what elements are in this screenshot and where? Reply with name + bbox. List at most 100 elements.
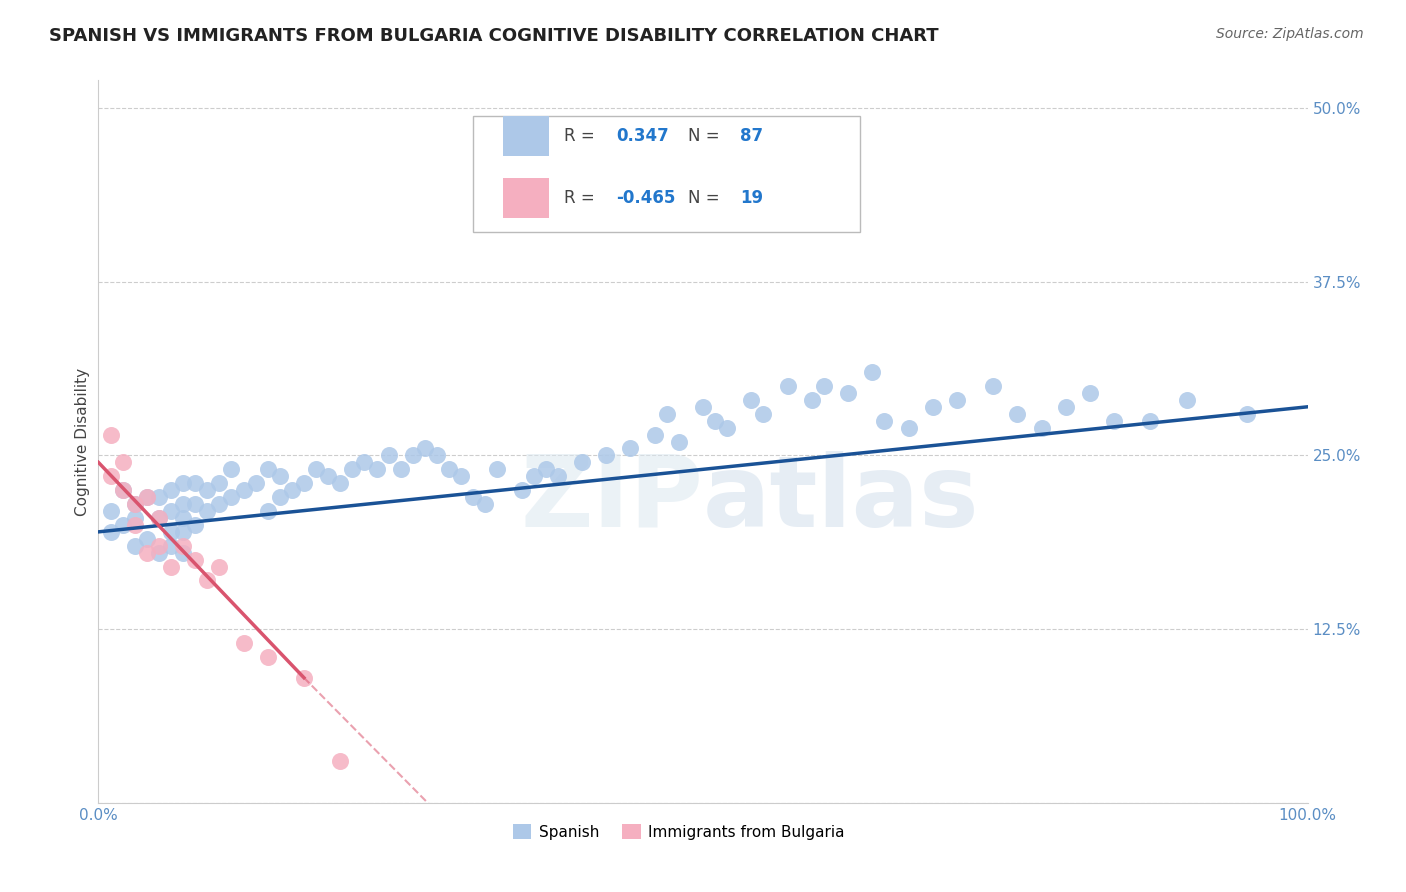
Point (256, 462, 278, 476)
Point (426, 449, 449, 463)
Point (172, 497, 194, 511)
Point (897, 420, 920, 434)
Point (148, 511, 170, 525)
Point (329, 754, 352, 768)
Point (1139, 414, 1161, 428)
Point (100, 469, 122, 483)
Point (195, 483, 218, 498)
Point (437, 462, 460, 476)
Point (329, 476, 352, 491)
Text: Source: ZipAtlas.com: Source: ZipAtlas.com (1216, 27, 1364, 41)
Point (221, 490, 243, 504)
Point (135, 490, 157, 504)
Point (595, 449, 617, 463)
Y-axis label: Cognitive Disability: Cognitive Disability (75, 368, 90, 516)
Point (523, 469, 546, 483)
Text: SPANISH VS IMMIGRANTS FROM BULGARIA COGNITIVE DISABILITY CORRELATION CHART: SPANISH VS IMMIGRANTS FROM BULGARIA COGN… (49, 27, 939, 45)
Point (813, 379, 835, 393)
Point (160, 524, 183, 539)
Point (195, 504, 218, 518)
Point (1236, 407, 1258, 421)
Point (800, 392, 823, 407)
Point (1102, 414, 1125, 428)
Point (172, 476, 194, 491)
FancyBboxPatch shape (503, 116, 550, 156)
Point (172, 546, 194, 560)
Point (160, 559, 183, 574)
Point (450, 469, 472, 483)
Point (292, 671, 315, 685)
Point (160, 504, 183, 518)
Point (208, 476, 231, 491)
Point (571, 455, 593, 469)
FancyBboxPatch shape (474, 116, 860, 232)
Point (389, 462, 412, 476)
Point (644, 427, 666, 442)
Point (184, 552, 207, 566)
Text: N =: N = (689, 128, 720, 145)
Point (208, 559, 231, 574)
Point (981, 379, 1004, 393)
Point (256, 504, 278, 518)
Point (740, 392, 762, 407)
Text: R =: R = (564, 128, 595, 145)
Point (377, 449, 399, 463)
Point (776, 379, 799, 393)
Point (184, 476, 207, 491)
Point (111, 483, 134, 498)
Point (292, 476, 315, 491)
Point (704, 414, 727, 428)
Text: 0.347: 0.347 (616, 128, 669, 145)
Legend: Spanish, Immigrants from Bulgaria: Spanish, Immigrants from Bulgaria (506, 818, 851, 846)
Point (837, 385, 859, 400)
Text: N =: N = (689, 189, 720, 207)
Point (208, 497, 231, 511)
Point (463, 490, 485, 504)
Point (245, 476, 267, 491)
Point (124, 497, 146, 511)
Point (124, 511, 146, 525)
Point (148, 511, 170, 525)
Point (534, 462, 557, 476)
Text: atlas: atlas (703, 450, 980, 548)
Point (221, 462, 243, 476)
Point (486, 462, 509, 476)
Point (160, 539, 183, 553)
Point (873, 414, 896, 428)
Point (100, 524, 122, 539)
Point (172, 524, 194, 539)
Point (100, 427, 122, 442)
Point (692, 400, 714, 414)
Point (256, 649, 278, 664)
Point (921, 400, 943, 414)
Point (316, 469, 339, 483)
Point (619, 442, 641, 456)
Point (184, 517, 207, 532)
Point (547, 469, 569, 483)
Point (1078, 385, 1101, 400)
Point (111, 517, 134, 532)
Point (148, 490, 170, 504)
Point (135, 532, 157, 546)
Point (100, 504, 122, 518)
Point (752, 407, 775, 421)
Point (111, 455, 134, 469)
Point (148, 539, 170, 553)
Point (655, 407, 678, 421)
Point (124, 517, 146, 532)
Text: ZIP: ZIP (520, 450, 703, 548)
FancyBboxPatch shape (503, 178, 550, 218)
Text: -0.465: -0.465 (616, 189, 675, 207)
Point (160, 483, 183, 498)
Point (135, 490, 157, 504)
Point (305, 462, 328, 476)
Point (946, 392, 969, 407)
Point (1031, 420, 1053, 434)
Point (474, 497, 496, 511)
Text: R =: R = (564, 189, 595, 207)
Point (124, 539, 146, 553)
Point (124, 497, 146, 511)
Point (111, 483, 134, 498)
Point (860, 365, 883, 379)
Point (269, 469, 291, 483)
